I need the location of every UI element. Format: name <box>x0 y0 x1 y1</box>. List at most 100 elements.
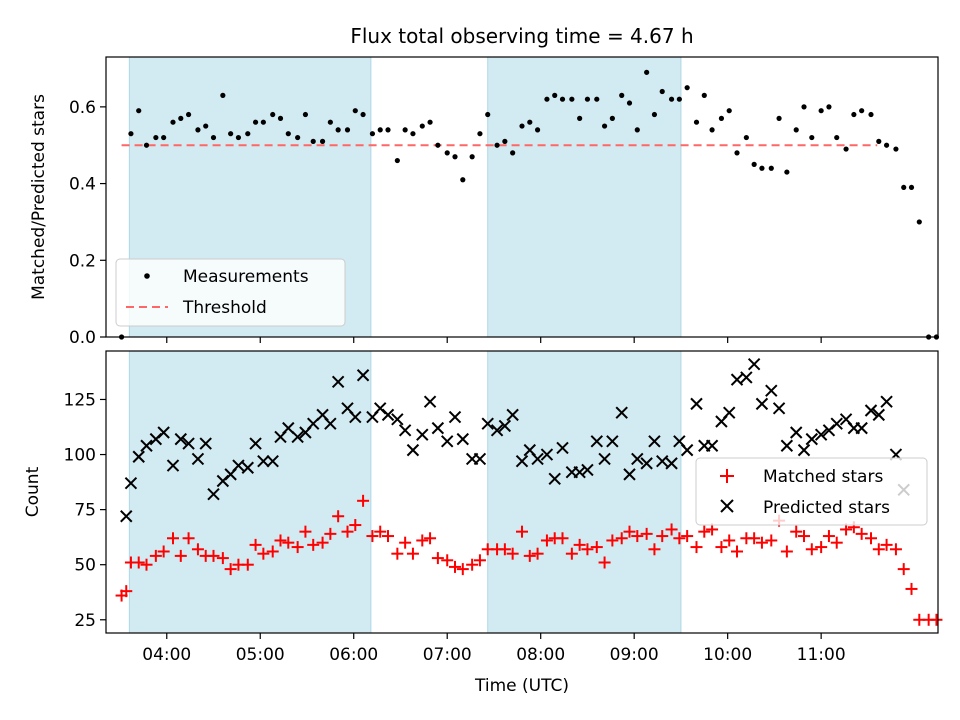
predicted-star-point <box>481 417 494 430</box>
predicted-star-point <box>540 448 554 461</box>
predicted-star-point <box>249 437 262 450</box>
predicted-marker-b <box>623 468 636 481</box>
measurement-point <box>220 92 226 98</box>
measurement-point <box>302 111 309 118</box>
predicted-star-point <box>124 476 138 490</box>
x-tick-label: 08:00 <box>516 645 565 665</box>
measurement-point <box>195 127 201 133</box>
measurement-point <box>701 92 707 98</box>
predicted-marker-b <box>431 421 445 435</box>
measurement-point <box>584 96 591 102</box>
measurement-point <box>527 119 533 125</box>
x-tick-label: 04:00 <box>142 645 191 665</box>
predicted-marker-b <box>207 487 220 501</box>
predicted-star-point <box>590 435 603 448</box>
legend-measurements-marker <box>144 273 150 279</box>
measurement-point <box>502 138 508 144</box>
matched-star-point <box>516 525 528 538</box>
x-tick-label: 10:00 <box>703 645 752 665</box>
matched-star-point <box>855 527 868 540</box>
predicted-marker-b <box>448 410 462 424</box>
predicted-star-point <box>665 457 678 470</box>
x-tick-label: 09:00 <box>610 645 659 665</box>
predicted-marker-b <box>316 408 329 422</box>
matched-star-point <box>157 545 170 558</box>
top-legend: Measurements Threshold <box>115 258 346 327</box>
matched-star-point <box>307 538 320 551</box>
measurement-point <box>136 108 142 114</box>
matched-star-point <box>120 585 133 598</box>
predicted-marker-b <box>241 461 254 474</box>
measurement-point <box>718 115 725 121</box>
matched-star-point <box>266 545 279 558</box>
predicted-marker-b <box>631 452 644 466</box>
measurement-point <box>360 111 366 118</box>
predicted-star-point <box>772 402 786 415</box>
predicted-star-point <box>381 408 395 422</box>
measurement-point <box>709 127 715 133</box>
legend-matched-marker <box>720 469 734 483</box>
predicted-star-point <box>705 439 719 452</box>
matched-star-point <box>623 525 636 538</box>
predicted-marker-b <box>872 408 886 422</box>
legend-predicted-label: Predicted stars <box>763 498 890 518</box>
predicted-star-point <box>573 465 586 479</box>
matched-star-point <box>332 510 345 523</box>
measurement-point <box>843 146 849 152</box>
matched-star-point <box>349 519 362 532</box>
measurement-point <box>651 111 658 118</box>
matched-star-point <box>780 545 793 558</box>
predicted-marker-b <box>864 404 878 417</box>
measurement-point <box>327 119 333 125</box>
measurement-point <box>469 154 475 160</box>
legend-threshold-label: Threshold <box>182 298 267 318</box>
predicted-marker-b <box>730 373 744 386</box>
matched-star-point <box>416 534 429 547</box>
measurement-point <box>319 138 326 144</box>
predicted-marker-b <box>556 441 569 455</box>
matched-star-point <box>731 545 744 558</box>
predicted-marker-b <box>481 417 494 430</box>
top-y-axis: 0.0 0.2 0.4 0.6 <box>69 98 106 348</box>
predicted-marker-b <box>765 384 778 397</box>
shaded-band <box>128 350 372 634</box>
measurement-point <box>394 157 400 164</box>
predicted-star-point <box>448 410 462 424</box>
measurement-point <box>826 104 832 110</box>
matched-star-point <box>216 552 229 565</box>
matched-star-point <box>366 530 379 543</box>
matched-star-point <box>466 558 479 571</box>
measurement-point <box>893 146 899 152</box>
matched-star-point <box>391 547 404 560</box>
measurement-point <box>235 134 242 141</box>
matched-star-point <box>556 532 569 545</box>
measurement-point <box>460 177 466 183</box>
measurement-point <box>601 123 608 129</box>
measurement-point <box>776 115 782 121</box>
predicted-star-point <box>648 435 661 448</box>
predicted-star-point <box>266 454 279 468</box>
matched-star-point <box>798 530 811 543</box>
measurement-point <box>369 131 376 137</box>
matched-star-point <box>755 536 768 549</box>
predicted-marker-b <box>124 476 138 490</box>
predicted-star-point <box>174 432 187 446</box>
matched-star-point <box>581 543 594 556</box>
predicted-star-point <box>640 457 653 470</box>
predicted-star-point <box>755 397 769 411</box>
matched-star-point <box>889 543 902 556</box>
predicted-marker-b <box>805 432 819 446</box>
predicted-marker-b <box>391 413 404 426</box>
predicted-star-point <box>864 404 878 417</box>
predicted-marker-b <box>590 435 603 448</box>
matched-star-point <box>473 554 486 567</box>
predicted-marker-b <box>648 435 661 448</box>
matched-star-point <box>748 532 761 545</box>
predicted-star-point <box>441 435 454 448</box>
predicted-star-point <box>331 375 345 389</box>
matched-star-point <box>449 560 462 573</box>
measurement-point <box>295 134 301 141</box>
y-tick-label: 0.0 <box>69 328 96 348</box>
matched-star-point <box>382 530 395 543</box>
matched-star-point <box>880 538 893 551</box>
